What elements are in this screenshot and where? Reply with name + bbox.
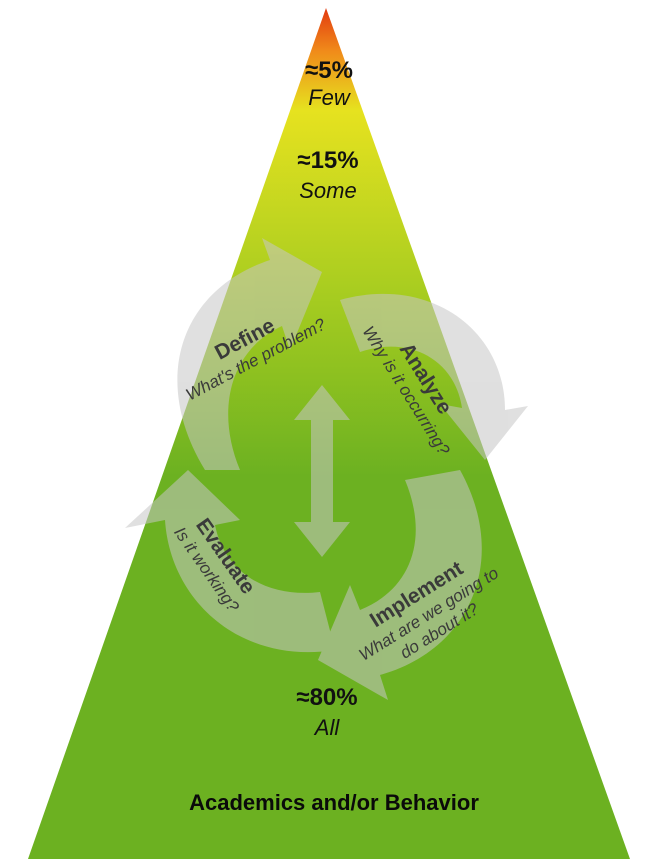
tier-all-label: All (313, 715, 341, 740)
tier-few: ≈5% Few (305, 57, 353, 110)
tier-some-percent: ≈15% (297, 147, 358, 174)
tier-few-percent: ≈5% (305, 57, 353, 84)
tier-some-label: Some (299, 178, 356, 203)
define-arrow (177, 238, 322, 470)
implement-arrow (318, 470, 482, 700)
analyze-arrow (340, 293, 528, 460)
footer-label: Academics and/or Behavior (189, 790, 479, 815)
tier-all-percent: ≈80% (296, 684, 357, 711)
tier-few-label: Few (308, 85, 352, 110)
evaluate-arrow (125, 470, 335, 653)
tier-all: ≈80% All (296, 684, 357, 740)
cycle-arrows (125, 238, 528, 700)
center-double-arrow (294, 385, 350, 557)
tier-some: ≈15% Some (297, 147, 358, 203)
